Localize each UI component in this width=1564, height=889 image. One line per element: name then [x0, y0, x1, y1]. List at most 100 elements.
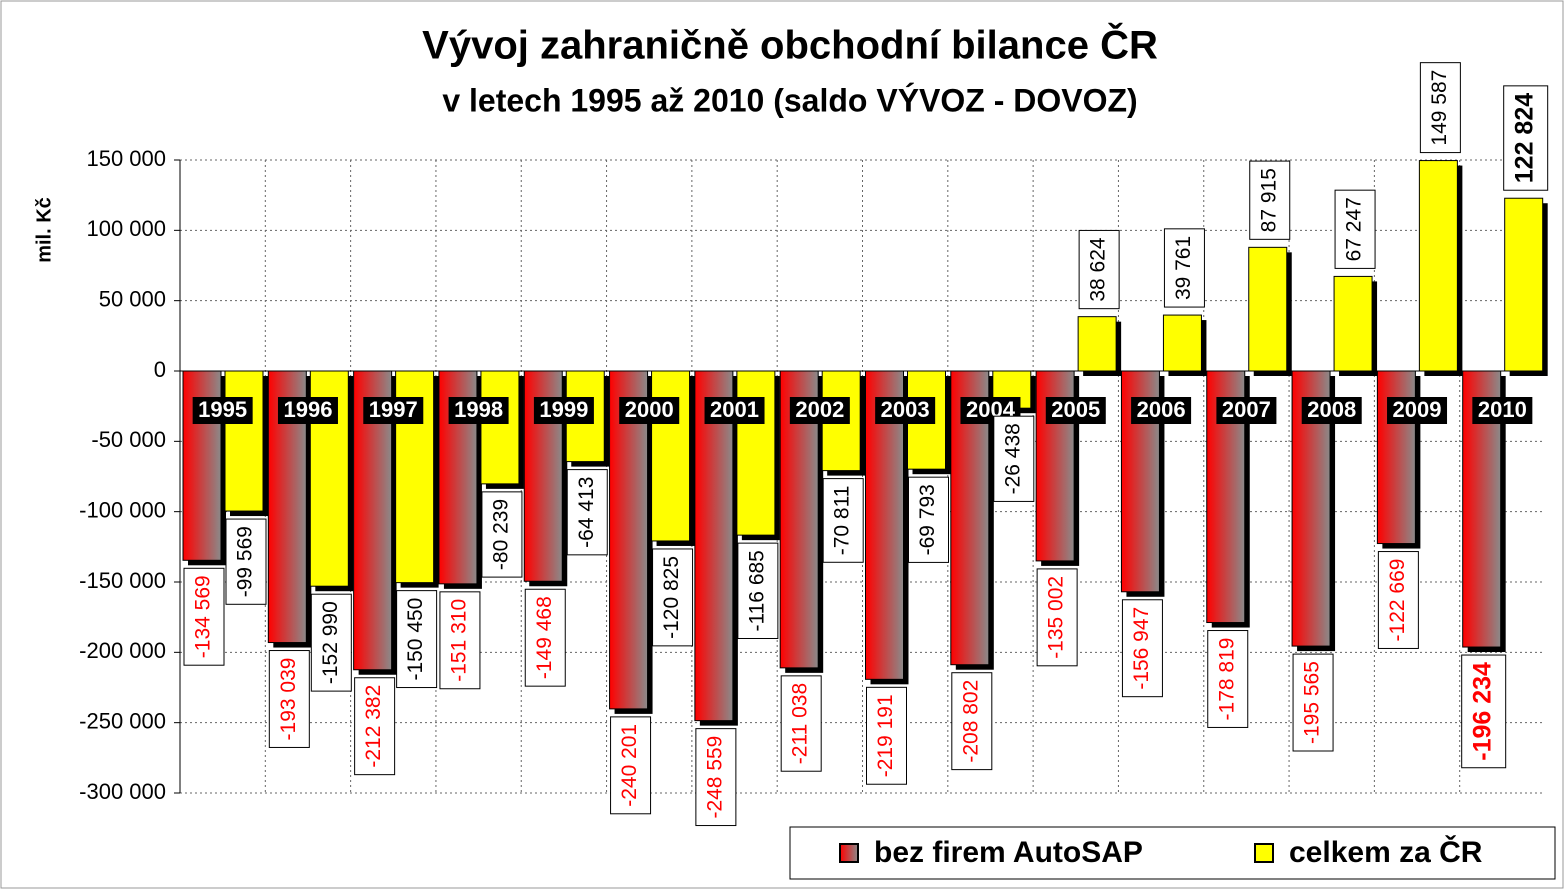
- legend-label: bez firem AutoSAP: [874, 836, 1143, 869]
- value-label: -208 802: [959, 680, 982, 763]
- x-tick-label: 2010: [1478, 397, 1527, 422]
- value-label-box: [566, 469, 608, 556]
- legend-label: celkem za ČR: [1289, 835, 1483, 869]
- y-tick-label: 50 000: [99, 286, 166, 311]
- value-label: -122 669: [1386, 559, 1409, 642]
- bar: [1077, 316, 1117, 372]
- value-label-box: [908, 476, 949, 563]
- bar: [480, 370, 520, 485]
- year-box: [619, 397, 680, 424]
- value-label: -70 811: [831, 486, 854, 556]
- value-label-group: -122 669: [1377, 551, 1419, 649]
- value-label-box: [1461, 654, 1507, 769]
- chart-subtitle: v letech 1995 až 2010 (saldo VÝVOZ - DOV…: [442, 82, 1137, 118]
- value-label: -151 310: [447, 599, 470, 682]
- year-box: [1216, 397, 1277, 424]
- value-label-group: -149 468: [524, 588, 566, 687]
- x-tick-label: 2006: [1137, 397, 1186, 422]
- bar: [736, 370, 776, 536]
- value-label-box: [183, 567, 225, 666]
- x-tick-label: 2003: [881, 397, 930, 422]
- value-label-group: 149 587: [1419, 62, 1461, 154]
- legend-swatch: [839, 843, 859, 863]
- x-tick-label: 2000: [625, 397, 674, 422]
- year-box: [533, 397, 594, 424]
- value-label-group: -135 002: [1036, 568, 1078, 667]
- y-tick-label: -100 000: [79, 497, 166, 522]
- value-label-group: -150 450: [396, 590, 438, 689]
- value-label: -149 468: [533, 596, 556, 679]
- value-label-group: -178 819: [1207, 630, 1249, 728]
- y-axis-label: mil. Kč: [33, 197, 55, 263]
- year-box: [704, 397, 765, 424]
- y-tick-label: 0: [154, 357, 166, 382]
- value-label-box: [1377, 551, 1419, 649]
- y-tick-label: 150 000: [86, 146, 166, 171]
- value-label: -178 819: [1215, 638, 1238, 721]
- x-tick-label: 2002: [795, 397, 844, 422]
- value-label-box: [737, 542, 779, 639]
- value-label-group: -156 947: [1121, 599, 1163, 698]
- value-label: -195 565: [1301, 661, 1324, 744]
- x-tick-label: 1996: [283, 397, 332, 422]
- value-label-group: -69 793: [908, 476, 949, 563]
- value-label: 39 761: [1172, 236, 1195, 300]
- value-label-group: -152 990: [310, 593, 352, 692]
- value-label: 87 915: [1257, 168, 1280, 232]
- value-label-box: [822, 478, 864, 563]
- x-tick-label: 1998: [454, 397, 503, 422]
- value-label: -150 450: [404, 598, 427, 681]
- value-label: -152 990: [319, 601, 342, 684]
- value-label: -64 413: [575, 477, 598, 548]
- x-tick-label: 2008: [1307, 397, 1356, 422]
- value-label-group: -80 239: [481, 491, 523, 578]
- value-label-box: [439, 591, 481, 690]
- year-box: [1472, 397, 1533, 424]
- legend-swatch: [1254, 843, 1274, 863]
- value-label-box: [268, 650, 310, 748]
- value-label-box: [866, 686, 907, 785]
- value-label-group: 38 624: [1078, 229, 1120, 310]
- value-label-group: -151 310: [439, 591, 481, 690]
- year-box: [1131, 397, 1192, 424]
- legend-box: [789, 826, 1556, 880]
- value-label: -248 559: [703, 736, 726, 819]
- year-box: [875, 397, 936, 424]
- value-label-box: [524, 588, 566, 687]
- value-label-box: [610, 716, 652, 815]
- x-tick-label: 1995: [198, 397, 247, 422]
- bar: [694, 370, 734, 722]
- bar: [609, 370, 649, 710]
- value-label-box: [1163, 228, 1205, 308]
- x-tick-label: 2009: [1393, 397, 1442, 422]
- x-tick-label: 2005: [1051, 397, 1100, 422]
- value-label-box: [1249, 160, 1291, 240]
- value-label-box: [780, 675, 822, 772]
- value-label-box: [1419, 62, 1461, 154]
- bar: [1418, 160, 1458, 372]
- year-box: [789, 397, 850, 424]
- value-label-group: -248 559: [695, 728, 737, 827]
- y-tick-label: -250 000: [79, 708, 166, 733]
- value-label-box: [396, 590, 438, 689]
- value-label-group: -134 569: [183, 567, 225, 666]
- value-label: -135 002: [1045, 576, 1068, 659]
- value-label-group: -219 191: [866, 686, 907, 785]
- bar: [1333, 275, 1373, 372]
- year-box: [192, 397, 253, 424]
- value-label-group: -70 811: [822, 478, 864, 563]
- value-label-group: 67 247: [1334, 189, 1376, 269]
- y-tick-label: -50 000: [91, 427, 166, 452]
- value-label: -219 191: [874, 694, 897, 777]
- year-box: [277, 397, 338, 424]
- bar: [1248, 246, 1288, 372]
- value-label-group: 87 915: [1249, 160, 1291, 240]
- value-label-group: -99 569: [225, 518, 267, 605]
- value-label-box: [481, 491, 523, 578]
- y-tick-label: 100 000: [86, 216, 166, 241]
- chart-title: Vývoj zahraničně obchodní bilance ČR: [422, 22, 1158, 68]
- bar: [1504, 197, 1544, 372]
- value-label: 122 824: [1510, 93, 1538, 183]
- value-label: -80 239: [489, 499, 512, 570]
- x-tick-label: 2007: [1222, 397, 1271, 422]
